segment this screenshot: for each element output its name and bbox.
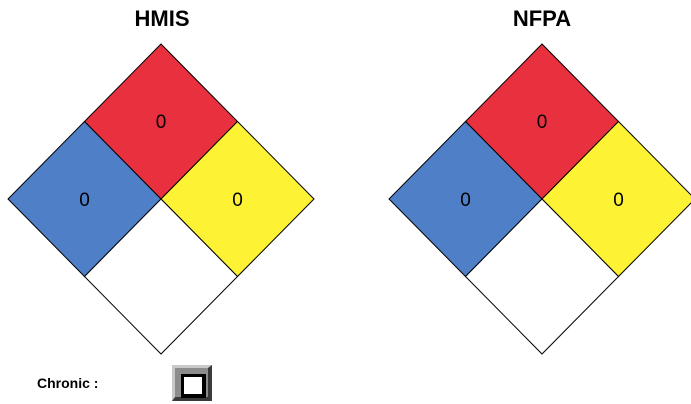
hmis-diamond: 0 0 0 xyxy=(7,43,315,355)
hmis-health-value: 0 xyxy=(79,190,90,211)
chronic-checkbox[interactable] xyxy=(172,365,212,401)
hmis-special-quadrant xyxy=(83,198,239,355)
nfpa-health-value: 0 xyxy=(460,190,471,211)
nfpa-flammability-value: 0 xyxy=(537,112,548,133)
hmis-reactivity-value: 0 xyxy=(232,190,243,211)
chronic-label: Chronic : xyxy=(37,375,99,391)
nfpa-reactivity-value: 0 xyxy=(613,190,624,211)
chronic-checkbox-inner xyxy=(181,374,206,398)
hmis-title: HMIS xyxy=(134,6,190,31)
hmis-flammability-value: 0 xyxy=(156,112,167,133)
nfpa-diamond: 0 0 0 xyxy=(388,43,691,355)
nfpa-special-quadrant xyxy=(464,198,620,355)
nfpa-title: NFPA xyxy=(512,6,572,31)
